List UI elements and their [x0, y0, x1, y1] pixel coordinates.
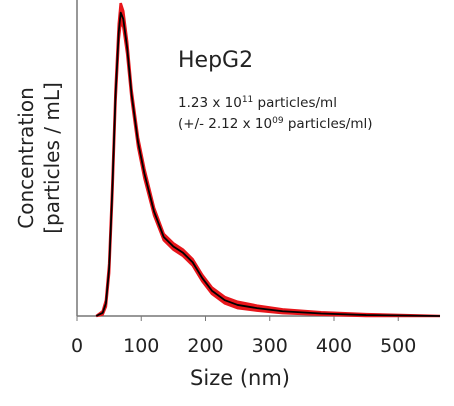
x-tick-label: 500: [380, 335, 416, 357]
y-axis-label-line: [particles / mL]: [40, 82, 64, 234]
annotation-text: (+/- 2.12 x 10: [178, 116, 272, 132]
x-tick-label: 400: [316, 335, 352, 357]
x-tick-label: 300: [252, 335, 288, 357]
annotation-suffix: particles/ml): [284, 116, 373, 132]
error-band: [95, 2, 441, 318]
x-axis-label: Size (nm): [190, 366, 290, 390]
annotation-sup: 09: [272, 116, 284, 126]
series-label: HepG2: [178, 48, 253, 73]
x-tick-label: 0: [71, 335, 83, 357]
annotation-sup: 11: [242, 95, 253, 105]
annotation-text: 1.23 x 10: [178, 95, 242, 111]
annotation: 1.23 x 1011 particles/ml: [178, 95, 337, 111]
annotation-suffix: particles/ml: [253, 95, 337, 111]
annotation: (+/- 2.12 x 1009 particles/ml): [178, 116, 373, 132]
y-axis-label: Concentration [particles / mL]: [14, 82, 64, 234]
line: [95, 11, 441, 317]
x-tick-label: 200: [187, 335, 223, 357]
y-axis-label-line: Concentration: [14, 87, 38, 228]
x-tick-label: 100: [123, 335, 159, 357]
